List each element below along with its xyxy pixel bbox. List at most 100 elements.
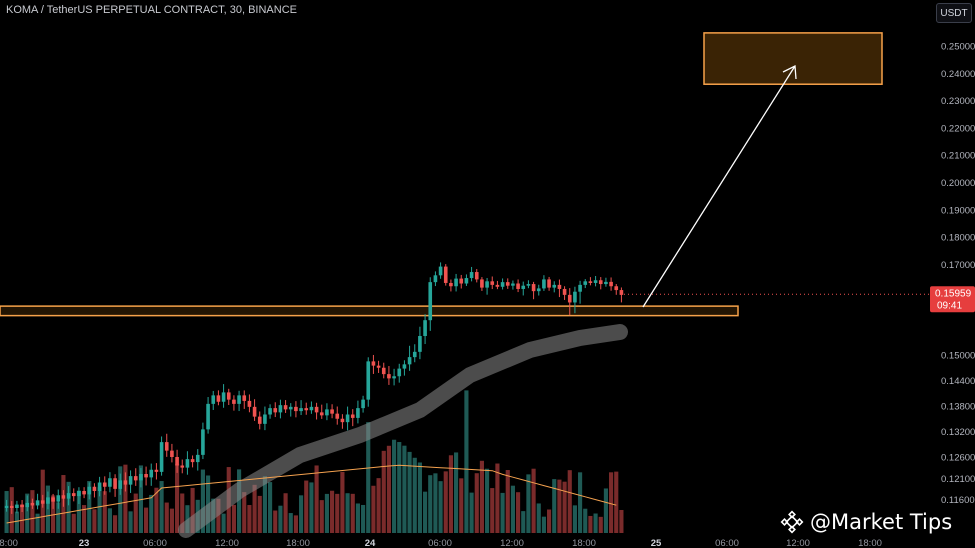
volume-bar bbox=[376, 478, 381, 533]
candle-body bbox=[77, 491, 81, 497]
candle-body bbox=[61, 495, 66, 499]
volume-bar bbox=[500, 492, 505, 533]
volume-bar bbox=[97, 487, 102, 533]
volume-bar bbox=[76, 490, 81, 533]
candle-body bbox=[180, 465, 185, 468]
candle-body bbox=[433, 275, 438, 283]
volume-bar bbox=[578, 472, 583, 533]
candle-body bbox=[102, 482, 107, 487]
candle-body bbox=[97, 482, 102, 491]
volume-bar bbox=[288, 513, 293, 533]
candle-body bbox=[449, 282, 453, 287]
candle-body bbox=[567, 294, 572, 303]
binance-logo-icon bbox=[780, 510, 804, 534]
candle-body bbox=[557, 284, 562, 289]
target-zone bbox=[703, 32, 883, 85]
candle-body bbox=[428, 282, 433, 321]
volume-bar bbox=[113, 515, 118, 533]
candle-body bbox=[190, 459, 195, 463]
price-tick-label: 0.24000 bbox=[941, 69, 975, 80]
volume-bar bbox=[593, 513, 598, 533]
volume-bar bbox=[128, 511, 133, 533]
volume-bar bbox=[526, 474, 531, 533]
time-tick-label: 12:00 bbox=[215, 538, 239, 548]
time-tick-label: 12:00 bbox=[500, 538, 524, 548]
candle-body bbox=[609, 281, 613, 287]
volume-bar bbox=[371, 485, 376, 533]
candle-body bbox=[547, 279, 551, 288]
candle-body bbox=[505, 282, 510, 286]
price-tick-label: 0.14400 bbox=[941, 376, 975, 387]
volume-bar bbox=[56, 502, 61, 533]
candle-body bbox=[263, 414, 267, 424]
candle-body bbox=[335, 413, 340, 419]
volume-bar bbox=[169, 508, 174, 533]
volume-bar bbox=[547, 509, 552, 533]
candle-body bbox=[397, 368, 402, 377]
candle-body bbox=[82, 491, 86, 495]
candle-body bbox=[511, 283, 515, 286]
price-tick-label: 0.17000 bbox=[941, 260, 975, 271]
target-arrow bbox=[642, 65, 796, 308]
arrow-head bbox=[782, 64, 797, 80]
candle-body bbox=[128, 476, 133, 485]
candle-body bbox=[46, 497, 50, 504]
volume-bar bbox=[252, 484, 257, 533]
candle-body bbox=[113, 478, 117, 489]
volume-bar bbox=[345, 493, 350, 533]
candle-body bbox=[526, 284, 531, 286]
candle-body bbox=[226, 392, 231, 400]
volume-bar bbox=[567, 470, 572, 533]
volume-bar bbox=[572, 505, 577, 533]
volume-bar bbox=[464, 390, 469, 533]
candle-body bbox=[438, 266, 443, 276]
countdown-label: 09:41 bbox=[937, 300, 962, 311]
volume-bar bbox=[361, 504, 366, 533]
candle-body bbox=[30, 502, 35, 506]
volume-bar bbox=[541, 516, 546, 533]
volume-bar bbox=[423, 491, 428, 533]
candle-body bbox=[356, 408, 360, 418]
candle-body bbox=[211, 395, 216, 404]
candle-body bbox=[87, 486, 92, 495]
support-zone bbox=[0, 305, 739, 317]
volume-bar bbox=[107, 508, 112, 533]
candle-body bbox=[469, 272, 474, 279]
volume-bar bbox=[469, 492, 474, 533]
price-tick-label: 0.18000 bbox=[941, 233, 975, 244]
time-tick-label: 18:00 bbox=[572, 538, 596, 548]
candle-body bbox=[423, 320, 427, 337]
volume-bar bbox=[609, 472, 614, 533]
price-tick-label: 0.20000 bbox=[941, 178, 975, 189]
candle-body bbox=[159, 442, 164, 472]
watermark-text: @Market Tips bbox=[810, 510, 953, 534]
candle-body bbox=[361, 399, 365, 409]
currency-unit-button[interactable]: USDT bbox=[936, 3, 972, 23]
candle-body bbox=[294, 406, 298, 412]
candle-body bbox=[319, 412, 324, 416]
volume-bar bbox=[583, 508, 588, 533]
candle-body bbox=[500, 282, 505, 287]
volume-bar bbox=[149, 494, 154, 533]
candle-body bbox=[149, 469, 154, 478]
candle-body bbox=[9, 505, 14, 508]
candle-body bbox=[35, 500, 40, 506]
volume-bar bbox=[278, 505, 283, 533]
candle-body bbox=[304, 408, 309, 411]
candle-body bbox=[257, 416, 262, 424]
volume-bar bbox=[257, 495, 262, 533]
volume-bar bbox=[412, 457, 417, 533]
price-tick-label: 0.13800 bbox=[941, 402, 975, 413]
candle-body bbox=[531, 284, 536, 292]
volume-bar bbox=[588, 515, 593, 533]
candle-body bbox=[443, 266, 448, 283]
price-tick-label: 0.19000 bbox=[941, 205, 975, 216]
candle-body bbox=[247, 400, 252, 407]
volume-bar bbox=[330, 490, 335, 533]
volume-bar bbox=[66, 481, 71, 533]
candle-body bbox=[495, 284, 500, 287]
candle-body bbox=[516, 283, 520, 289]
time-tick-label: 18:00 bbox=[286, 538, 310, 548]
volume-bar bbox=[474, 473, 479, 533]
